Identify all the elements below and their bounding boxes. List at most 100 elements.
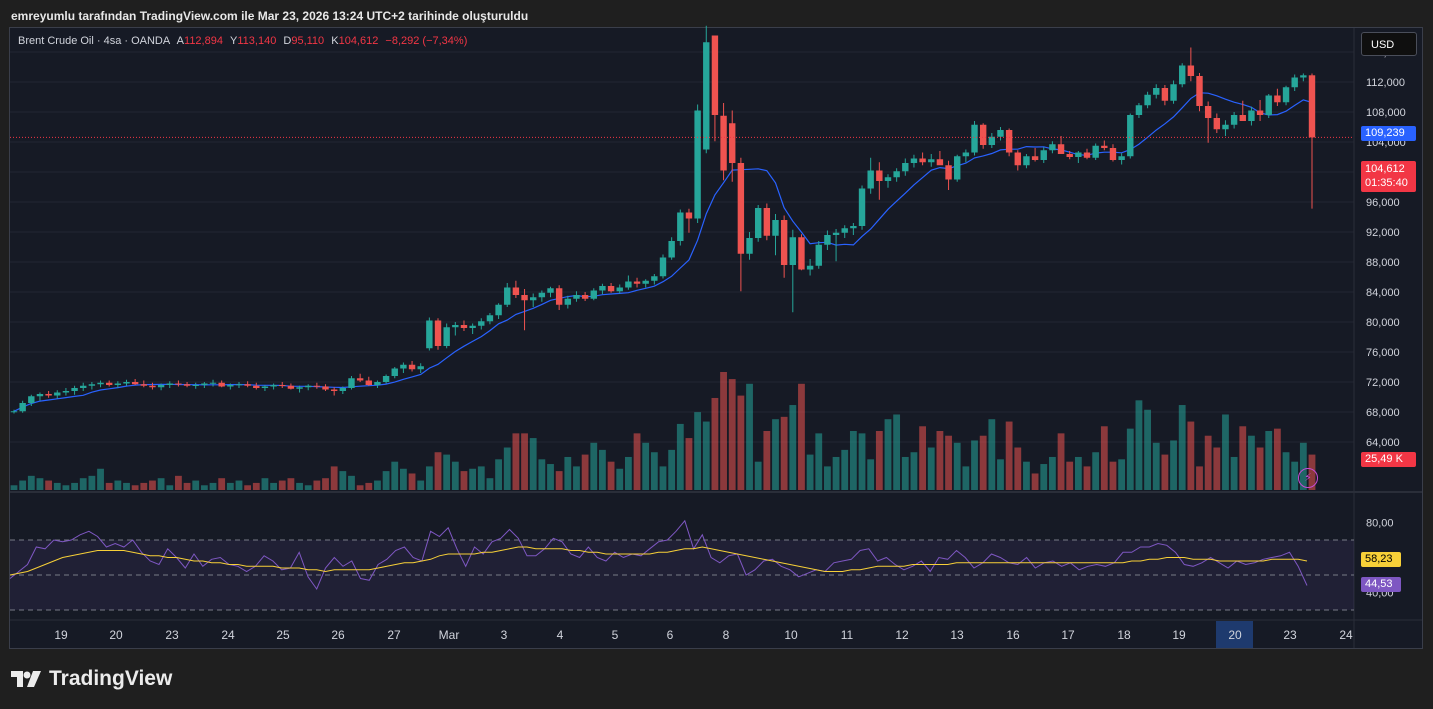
volume-bar	[659, 466, 667, 490]
candle-body	[659, 257, 667, 277]
volume-bar	[893, 414, 901, 490]
volume-bar	[1005, 421, 1013, 490]
candle-body	[486, 315, 494, 322]
tradingview-logo[interactable]: TradingView	[11, 667, 172, 691]
candle-body	[261, 386, 269, 388]
candle-body	[140, 384, 147, 386]
volume-bar	[365, 482, 373, 490]
candle-body	[1083, 152, 1091, 158]
legend-high-label: Y	[230, 35, 238, 47]
candle-body	[1230, 115, 1238, 125]
volume-bar	[296, 482, 303, 490]
candle-body	[1153, 88, 1160, 95]
volume-bar	[711, 397, 719, 490]
candle-body	[244, 384, 251, 386]
candle-body	[201, 383, 208, 385]
candle-body	[71, 388, 78, 391]
bar-countdown: 01:35:40	[1365, 177, 1408, 189]
volume-bar	[1144, 409, 1151, 490]
volume-bar	[780, 416, 788, 490]
volume-bar	[720, 372, 727, 490]
legend-open: 112,894	[184, 35, 223, 47]
currency-button[interactable]: USD	[1361, 32, 1417, 56]
volume-bar	[304, 485, 312, 490]
candle-body	[1031, 156, 1039, 160]
time-highlight	[1216, 621, 1253, 648]
volume-bar	[36, 478, 44, 490]
candle-body	[10, 411, 18, 413]
chart-frame[interactable]	[9, 27, 1423, 649]
volume-bar	[529, 438, 537, 490]
volume-bar	[512, 433, 520, 490]
candle-body	[365, 380, 372, 385]
candle-body	[1057, 144, 1065, 154]
volume-bar	[1273, 428, 1281, 490]
candle-body	[1049, 144, 1056, 151]
volume-bar	[495, 459, 502, 490]
rsi-tag: 44,53	[1361, 577, 1401, 592]
legend-close: 104,612	[338, 35, 379, 47]
volume-bar	[901, 456, 909, 490]
volume-bar	[62, 485, 70, 490]
candle-body	[1179, 65, 1186, 85]
candle-body	[62, 391, 70, 393]
candle-body	[737, 163, 745, 254]
candle-body	[1161, 88, 1169, 101]
volume-bar	[1230, 456, 1238, 490]
candle-body	[590, 290, 597, 299]
lightning-icon[interactable]: ⚡	[1298, 468, 1318, 488]
volume-bar	[927, 447, 935, 490]
volume-bar	[45, 480, 53, 490]
volume-bar	[79, 478, 87, 490]
candle-body	[711, 35, 719, 115]
time-tick-label: 20	[109, 628, 123, 642]
time-tick-label: 27	[387, 628, 401, 642]
volume-bar	[443, 454, 451, 490]
candle-body	[218, 382, 225, 387]
candle-body	[798, 237, 805, 270]
candle-body	[426, 320, 433, 349]
candle-body	[564, 298, 572, 305]
candle-body	[460, 325, 468, 328]
volume-bar	[573, 466, 580, 490]
volume-bar	[728, 379, 736, 490]
volume-bar	[1023, 461, 1030, 490]
candle-body	[114, 383, 122, 385]
volume-bar	[849, 431, 857, 490]
volume-bar	[10, 485, 18, 490]
candle-body	[651, 276, 658, 281]
candle-body	[521, 295, 528, 301]
candle-body	[928, 159, 935, 163]
last-price-tag: 104,612 01:35:40	[1361, 161, 1416, 192]
candle-body	[1075, 152, 1082, 157]
time-tick-label: 18	[1117, 628, 1131, 642]
time-tick-label: 19	[1172, 628, 1186, 642]
last-price-value: 104,612	[1365, 163, 1405, 175]
candle-body	[694, 110, 701, 219]
candle-body	[581, 295, 589, 299]
candle-body	[642, 280, 649, 284]
volume-bar	[374, 480, 381, 490]
time-tick-label: 12	[895, 628, 909, 642]
volume-bar	[737, 395, 745, 490]
ma-value-tag: 109,239	[1361, 126, 1416, 141]
candle-body	[997, 130, 1004, 137]
volume-bar	[694, 412, 702, 490]
volume-bar	[131, 485, 139, 490]
time-tick-label: 6	[667, 628, 674, 642]
time-tick-label: 25	[276, 628, 290, 642]
candle-body	[685, 212, 693, 219]
volume-bar	[261, 478, 269, 490]
volume-bar	[1083, 466, 1091, 490]
time-tick-label: 17	[1061, 628, 1075, 642]
candle-body	[45, 394, 52, 396]
candle-body	[1170, 84, 1177, 101]
candle-body	[530, 297, 537, 301]
candle-body	[1101, 145, 1108, 148]
volume-bar	[763, 431, 771, 490]
candle-body	[1239, 115, 1246, 121]
legend-symbol[interactable]: Brent Crude Oil · 4sa · OANDA	[18, 35, 170, 47]
price-tick-label: 72,000	[1366, 377, 1400, 389]
candle-body	[729, 123, 736, 163]
